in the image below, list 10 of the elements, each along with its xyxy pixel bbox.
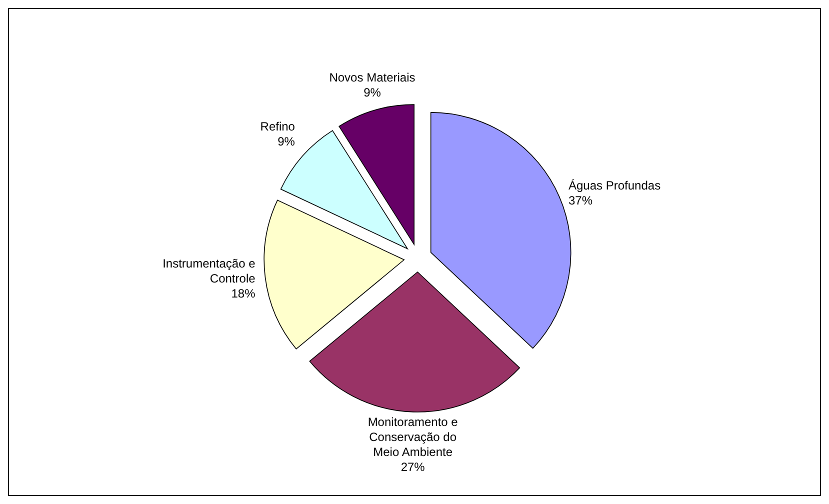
slice-label: Instrumentação e Controle	[162, 256, 256, 286]
data-label: 27%	[400, 460, 426, 474]
data-label: 9%	[278, 134, 296, 149]
slice-label: Novos Materiais	[329, 70, 416, 85]
data-label: 18%	[231, 286, 256, 301]
data-label: 37%	[568, 193, 593, 208]
slice-label: Monitoramento e Conservação do Meio Ambiente	[368, 414, 458, 459]
data-label: 9%	[364, 86, 382, 100]
slice-label: Águas Profundas	[568, 178, 661, 192]
slice-label: Refino	[260, 120, 296, 134]
